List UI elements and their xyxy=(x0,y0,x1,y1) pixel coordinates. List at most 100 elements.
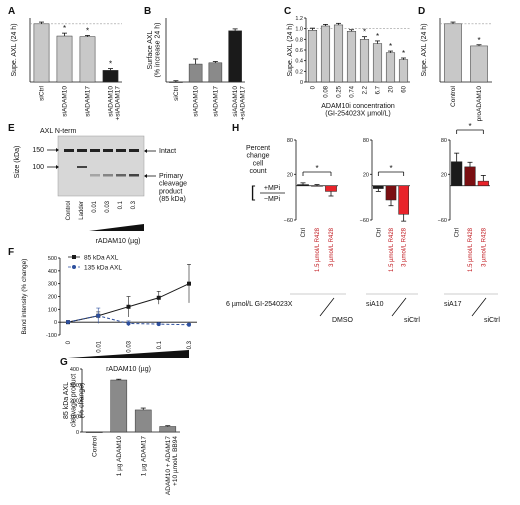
panel-letter-A: A xyxy=(8,6,15,17)
y-tick-label-H-1-0: 80 xyxy=(363,138,369,144)
y-tick-label-F: -100 xyxy=(46,333,57,339)
treatment-slash-H-0 xyxy=(319,297,335,317)
size-mark-150: 150 xyxy=(32,147,44,154)
y-label-E: Size (kDa) xyxy=(14,146,21,179)
x-tick-label-B-1: siADAM10 xyxy=(193,86,200,117)
bar-D-1 xyxy=(470,45,488,83)
x-tick-label-H-1-1: 1.5 µmol/L R428 xyxy=(389,227,395,272)
bar-G-2 xyxy=(134,409,152,433)
band-cleaved-3 xyxy=(103,174,113,177)
series-point-1-2 xyxy=(126,321,131,326)
y-tick-label-F: 0 xyxy=(54,320,57,326)
legend-marker-1 xyxy=(72,265,76,269)
x-tick-label-C-6: 20 xyxy=(389,85,395,92)
legend-label-0: 85 kDa AXL xyxy=(84,255,119,262)
lane-label-5: 0.3 xyxy=(131,200,137,209)
lane-label-4: 0.1 xyxy=(118,200,124,209)
treatment-top-H-2: siA17 xyxy=(444,301,462,308)
treatment-top-H-0: 6 µmol/L GI-254023X xyxy=(226,301,293,308)
y-tick-label-H-1-2: −60 xyxy=(360,218,369,224)
y-label-F: Band intensity (% change) xyxy=(21,259,28,335)
panel-letter-F: F xyxy=(8,247,14,258)
y-tick-label-H-0-1: 20 xyxy=(287,172,293,178)
treatment-bottom-H-0: DMSO xyxy=(332,317,354,324)
y-tick-label-F: 200 xyxy=(48,295,57,301)
x-tick-label-C-3: 0.74 xyxy=(350,85,356,97)
x-tick-label-A-3: siADAM10+siADAM17 xyxy=(108,86,122,121)
bar-C-7 xyxy=(398,59,409,83)
x-tick-label-H-2-0: Ctrl xyxy=(455,228,461,237)
x-tick-label-G-2: 1 µg ADAM17 xyxy=(140,436,147,477)
x-tick-label-B-3: siADAM10+siADAM17 xyxy=(232,86,246,121)
series-point-0-4 xyxy=(187,281,191,286)
treatment-slash-H-1 xyxy=(391,297,407,317)
y-tick-label-H-0-2: −60 xyxy=(284,218,293,224)
lane-label-3: 0.03 xyxy=(105,200,111,212)
bar-C-5 xyxy=(372,43,383,83)
band-intact-0 xyxy=(64,149,74,152)
bar-G-0 xyxy=(85,431,103,433)
ratio-bracket-left: [ xyxy=(251,184,256,201)
y-tick-label-G: 200 xyxy=(70,399,79,405)
bar-B-2 xyxy=(208,62,223,83)
y-tick-label-F: 400 xyxy=(48,269,57,275)
gel-title: AXL N-term xyxy=(40,128,76,135)
bar-H-0-1 xyxy=(311,185,323,187)
x-tick-label-C-5: 6.7 xyxy=(376,85,382,94)
significance-star-D-1: * xyxy=(477,36,480,45)
y-tick-label-F: 100 xyxy=(48,307,57,313)
bar-D-0 xyxy=(444,23,462,83)
treatment-slash-H-2 xyxy=(471,297,487,317)
bar-H-1-2 xyxy=(398,185,409,215)
significance-star-H-2: * xyxy=(468,122,471,131)
y-tick-label-H-2-1: 20 xyxy=(441,172,447,178)
x-tick-label-H-0-1: 1.5 µmol/L R428 xyxy=(315,227,321,272)
band-intact-1 xyxy=(77,149,87,152)
band-cleaved-5 xyxy=(129,174,139,177)
y-label-B: Surface AXL(% increase 24 h) xyxy=(147,23,162,78)
bar-H-2-0 xyxy=(451,161,463,186)
annotation-cleavage: Primary cleavage product (85 kDa) xyxy=(159,173,187,203)
gel-image xyxy=(57,135,145,197)
x-tick-label-A-0: siCtrl xyxy=(39,85,46,100)
bar-A-2 xyxy=(79,36,96,83)
y-tick-label-H-0-0: 80 xyxy=(287,138,293,144)
y-tick-label-G: 300 xyxy=(70,383,79,389)
series-point-1-3 xyxy=(156,322,161,327)
x-tick-label-H-0-0: Ctrl xyxy=(301,228,307,237)
x-tick-label-G-1: 1 µg ADAM10 xyxy=(116,436,123,477)
significance-star-C-4: * xyxy=(363,28,366,37)
y-tick-label-G: 100 xyxy=(70,414,79,420)
x-tick-label-F-3: 0.1 xyxy=(157,340,163,349)
x-tick-label-C-2: 0.25 xyxy=(337,85,343,97)
bar-H-0-0 xyxy=(297,184,309,186)
bar-A-0 xyxy=(33,23,50,83)
x-label-E: rADAM10 (µg) xyxy=(96,238,141,245)
band-cleaved-2 xyxy=(90,174,100,177)
y-tick-label-C: 0.6 xyxy=(295,48,303,54)
y-tick-label-G: 400 xyxy=(70,367,79,373)
y-tick-label-F: 300 xyxy=(48,282,57,288)
panel-letter-E: E xyxy=(8,123,15,134)
bar-B-1 xyxy=(188,63,203,83)
y-tick-label-G: 0 xyxy=(76,430,79,436)
cleavage-arrowhead xyxy=(144,174,147,178)
x-tick-label-F-4: 0.3 xyxy=(187,340,193,349)
ratio-bottom: −MPi xyxy=(264,196,281,203)
bar-G-1 xyxy=(110,379,128,433)
lane-label-1: Ladder xyxy=(79,201,85,220)
panel-letter-G: G xyxy=(60,357,68,368)
significance-star-A-3: * xyxy=(109,60,112,69)
x-tick-label-C-7: 60 xyxy=(402,85,408,92)
x-tick-label-G-0: Control xyxy=(91,435,98,457)
bar-H-0-2 xyxy=(325,185,337,192)
x-tick-label-C-0: 0 xyxy=(311,85,317,89)
lane-label-2: 0.01 xyxy=(92,200,98,212)
bar-C-0 xyxy=(307,30,318,83)
panel-letter-D: D xyxy=(418,6,425,17)
treatment-bottom-H-2: siCtrl xyxy=(484,317,500,324)
significance-star-A-2: * xyxy=(86,26,89,35)
bar-A-1 xyxy=(56,35,73,83)
band-intact-2 xyxy=(90,149,100,152)
bar-C-4 xyxy=(359,39,370,83)
